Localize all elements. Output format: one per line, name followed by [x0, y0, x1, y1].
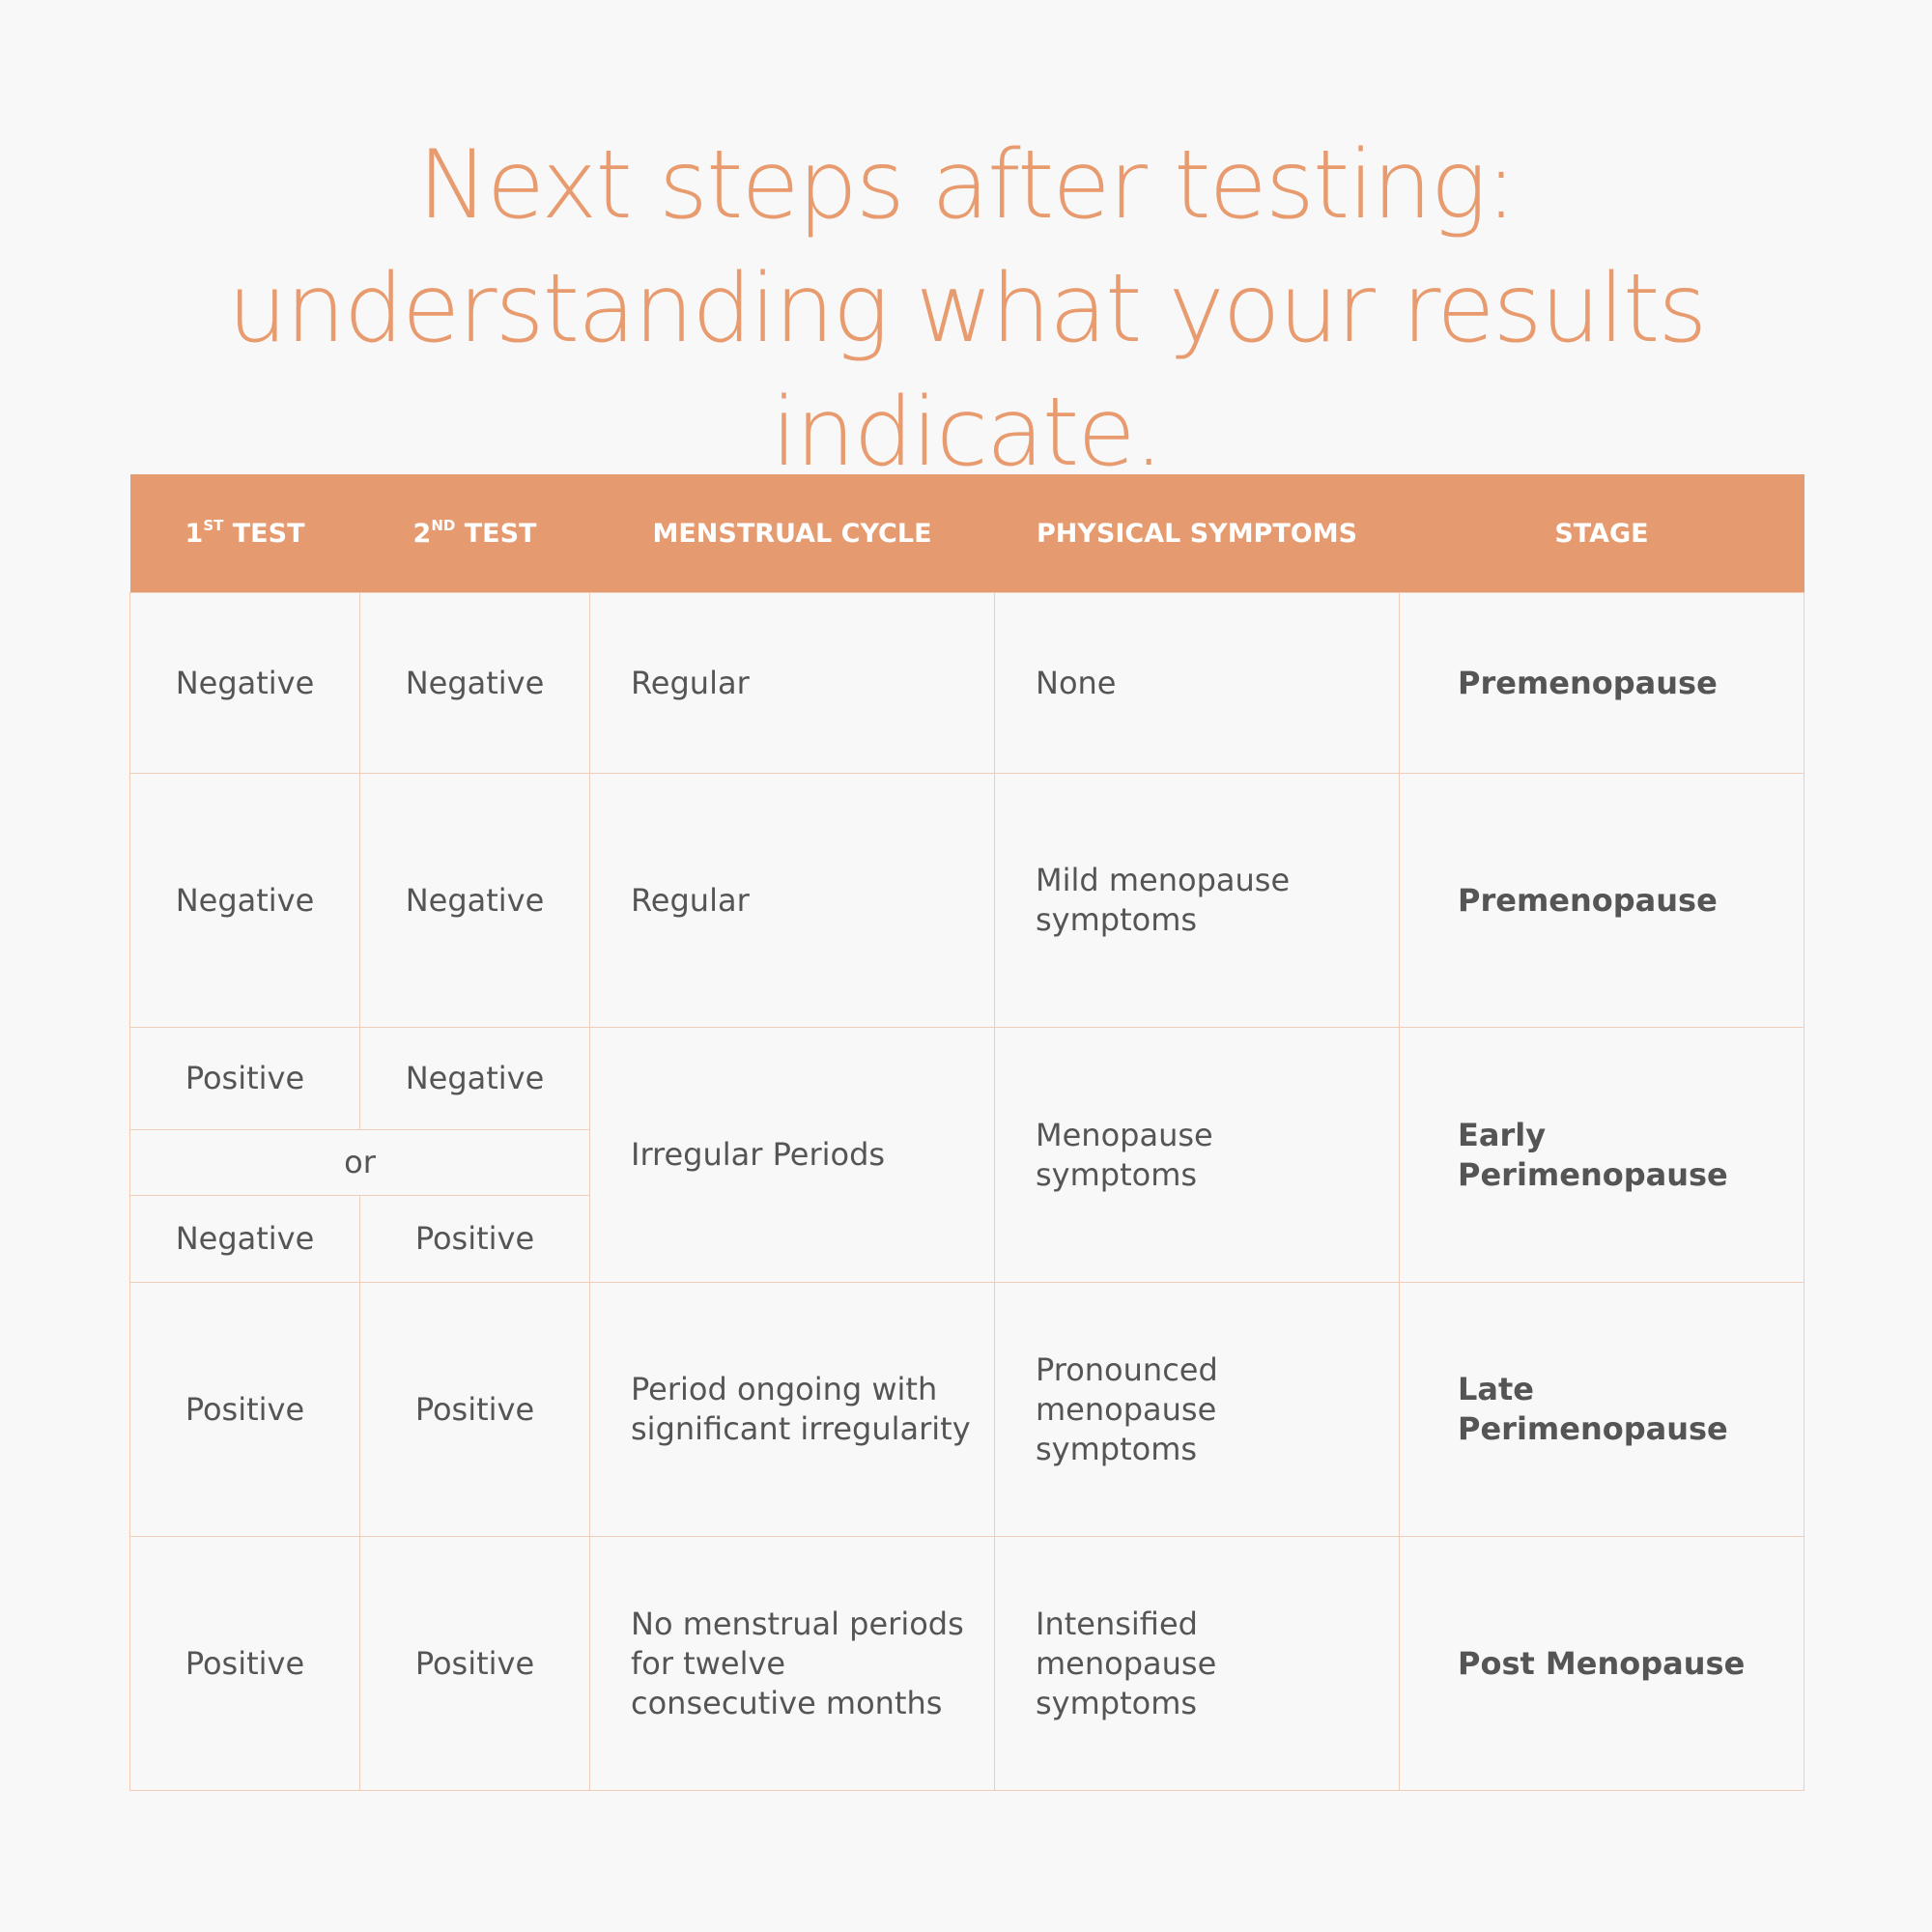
table-row: Positive Positive No menstrual periods f…: [129, 1536, 1804, 1791]
cell-2nd-test: Positive: [359, 1536, 590, 1791]
table-row: Negative Negative Regular None Premenopa…: [129, 592, 1804, 774]
cell-cycle: Regular: [589, 592, 995, 774]
cell-cycle: Regular: [589, 773, 995, 1028]
cell-1st-test: Positive: [129, 1282, 360, 1537]
cell-2nd-test: Negative: [359, 773, 590, 1028]
cell-stage: Post Menopause: [1399, 1536, 1804, 1791]
cell-symptoms: Intensified menopause symptoms: [994, 1536, 1400, 1791]
cell-2nd-test: Negative: [359, 592, 590, 774]
cell-cycle: Irregular Periods: [589, 1027, 995, 1283]
cell-symptoms: Mild menopause symptoms: [994, 773, 1400, 1028]
cell-cycle: Period ongoing with significant irregula…: [589, 1282, 995, 1537]
page-title: Next steps after testing: understanding …: [227, 130, 1708, 488]
header-physical-symptoms: PHYSICAL SYMPTOMS: [994, 474, 1400, 593]
cell-stage: Premenopause: [1399, 592, 1804, 774]
cell-1st-test: Negative: [129, 1195, 360, 1283]
cell-1st-test: Negative: [129, 773, 360, 1028]
table-row: Negative Negative Regular Mild menopause…: [129, 773, 1804, 1028]
cell-2nd-test: Positive: [359, 1282, 590, 1537]
cell-cycle: No menstrual periods for twelve consecut…: [589, 1536, 995, 1791]
cell-symptoms: None: [994, 592, 1400, 774]
cell-1st-test: Positive: [129, 1536, 360, 1791]
table-header-row: 1ST TEST 2ND TEST MENSTRUAL CYCLE PHYSIC…: [129, 474, 1804, 593]
header-menstrual-cycle: MENSTRUAL CYCLE: [589, 474, 995, 593]
header-stage: STAGE: [1399, 474, 1804, 593]
table-subrow: Negative Positive: [129, 1195, 1804, 1283]
cell-or: or: [129, 1129, 590, 1196]
cell-stage: Late Perimenopause: [1399, 1282, 1804, 1537]
cell-stage: Premenopause: [1399, 773, 1804, 1028]
cell-symptoms: Pronounced menopause symptoms: [994, 1282, 1400, 1537]
cell-symptoms: Menopause symptoms: [994, 1027, 1400, 1283]
cell-2nd-test: Negative: [359, 1027, 590, 1130]
cell-1st-test: Positive: [129, 1027, 360, 1130]
cell-2nd-test: Positive: [359, 1195, 590, 1283]
header-2nd-test: 2ND TEST: [359, 474, 590, 593]
cell-1st-test: Negative: [129, 592, 360, 774]
table-row: Positive Positive Period ongoing with si…: [129, 1282, 1804, 1537]
header-1st-test: 1ST TEST: [129, 474, 360, 593]
table-row: Positive Negative Irregular Periods Meno…: [129, 1027, 1804, 1283]
cell-stage: Early Perimenopause: [1399, 1027, 1804, 1283]
results-table: 1ST TEST 2ND TEST MENSTRUAL CYCLE PHYSIC…: [129, 474, 1804, 1791]
table-subrow-or: or: [129, 1129, 1804, 1196]
